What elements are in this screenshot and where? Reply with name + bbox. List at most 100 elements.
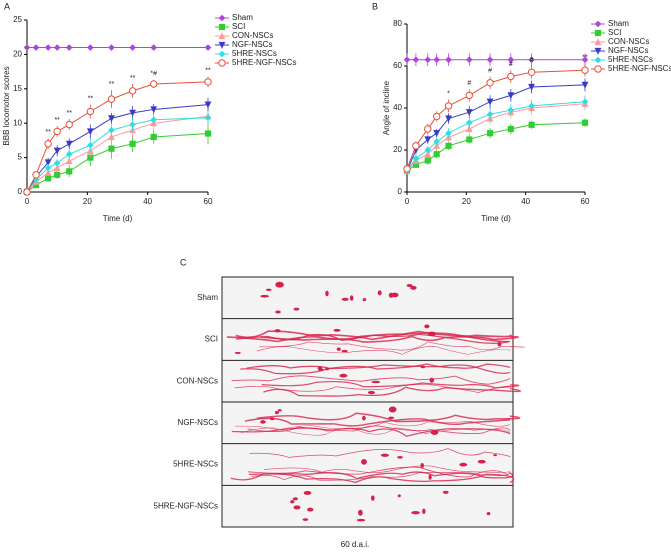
point	[108, 145, 115, 152]
footprint	[361, 458, 367, 465]
footprint	[397, 494, 401, 498]
footprint	[410, 285, 417, 290]
drag-trace	[240, 364, 511, 375]
y-tick-label: 40	[393, 103, 402, 112]
point	[445, 115, 452, 123]
point	[87, 141, 94, 149]
point	[65, 150, 73, 158]
x-tick-label: 0	[405, 197, 410, 206]
footprint	[275, 310, 281, 314]
row-label: 5HRE-NGF-NSCs	[154, 501, 218, 510]
footprint	[429, 377, 435, 383]
footprint	[371, 380, 381, 384]
drag-trace	[235, 330, 512, 341]
legend-label: NGF-NSCs	[232, 40, 272, 49]
point	[66, 168, 73, 175]
point	[108, 44, 115, 51]
row-label: CON-NSCs	[177, 376, 218, 385]
point	[581, 81, 589, 89]
x-tick-label: 20	[462, 197, 471, 206]
point	[32, 171, 40, 179]
footprint	[341, 297, 349, 301]
row-label: NGF-NSCs	[178, 418, 218, 427]
point	[44, 164, 52, 172]
footprint	[269, 417, 275, 421]
x-tick-label: 60	[204, 197, 213, 206]
point	[581, 56, 589, 64]
row-label: SCI	[205, 335, 218, 344]
drag-trace	[230, 473, 515, 484]
footprint	[430, 430, 439, 435]
point	[108, 126, 115, 134]
legend-label: NGF-NSCs	[608, 46, 648, 55]
point	[412, 56, 420, 64]
point	[107, 95, 116, 103]
point	[581, 98, 589, 106]
point	[465, 109, 473, 116]
footprint	[442, 490, 449, 494]
point	[44, 159, 52, 167]
footprint	[493, 454, 498, 457]
legend-label: 5HRE-NSCs	[232, 49, 277, 58]
significance-label: **	[45, 129, 51, 136]
point	[465, 119, 473, 127]
series-line	[406, 84, 586, 172]
point	[432, 112, 441, 121]
drag-trace	[240, 427, 511, 436]
series-line	[26, 81, 209, 193]
drag-trace	[249, 471, 514, 480]
point	[486, 110, 494, 118]
footprint	[290, 500, 295, 504]
point	[507, 92, 515, 100]
legend-label: CON-NSCs	[608, 37, 649, 46]
point	[528, 121, 535, 128]
footprint	[274, 411, 279, 415]
legend-label: Sham	[608, 19, 629, 28]
point	[527, 68, 536, 77]
point	[204, 78, 212, 86]
legend-label: 5HRE-NGF-NSCs	[232, 58, 296, 67]
point	[433, 138, 440, 145]
footprint	[497, 341, 502, 347]
x-tick-label: 0	[25, 197, 30, 206]
footprint	[358, 509, 363, 516]
footprint	[325, 290, 329, 297]
drag-trace	[247, 466, 509, 478]
point	[23, 44, 31, 51]
point	[44, 140, 52, 148]
legend-marker	[218, 23, 226, 31]
point	[86, 128, 94, 136]
footprint	[424, 324, 430, 329]
point	[65, 120, 73, 129]
footprint	[420, 462, 425, 469]
y-axis-label: Angle of incline	[382, 80, 391, 135]
point	[433, 56, 440, 64]
footprint	[362, 298, 367, 302]
drag-trace	[247, 425, 511, 434]
significance-label: #	[488, 67, 492, 74]
point	[403, 56, 411, 64]
footprint	[293, 505, 301, 510]
legend-marker	[218, 59, 226, 67]
series-line	[26, 115, 209, 193]
point	[507, 125, 514, 133]
footprint	[388, 406, 397, 413]
footprint	[277, 409, 282, 412]
point	[424, 125, 432, 133]
footprint	[397, 455, 403, 459]
point	[486, 130, 494, 137]
legend-label: SCI	[608, 28, 621, 37]
point	[45, 175, 52, 182]
significance-label: **	[130, 75, 136, 82]
significance-label: **	[205, 67, 211, 74]
point	[486, 98, 494, 106]
y-tick-label: 0	[398, 187, 403, 196]
panel-label: B	[372, 1, 378, 11]
footprint	[307, 507, 314, 512]
point	[528, 102, 535, 110]
y-tick-label: 80	[393, 19, 402, 28]
footprint	[349, 295, 354, 301]
legend-marker	[218, 50, 226, 58]
footprint	[420, 365, 426, 369]
